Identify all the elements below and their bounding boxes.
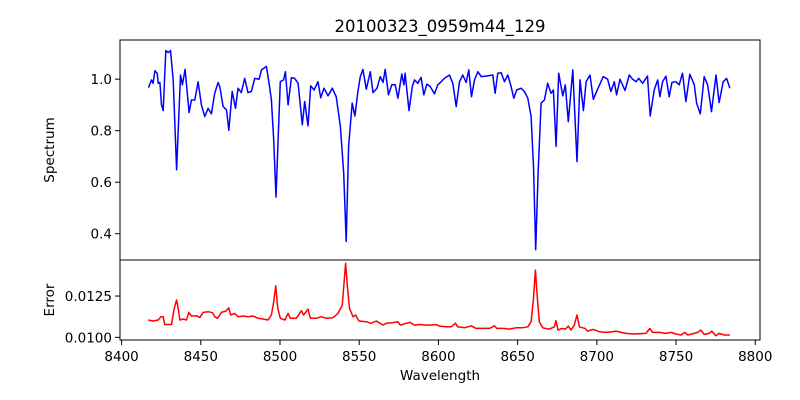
spectrum-line	[147, 49, 731, 251]
error-y-tick-label: 0.0100	[65, 330, 112, 346]
spectrum-y-tick-label: 0.8	[91, 124, 112, 140]
error-panel: 0.0100 0.0125 8400 8450 8500 8550 8600 8650 870…	[42, 259, 772, 384]
error-y-ticks: 0.0100 0.0125	[65, 289, 120, 346]
x-tick-label: 8450	[184, 349, 218, 365]
x-tick-label: 8700	[580, 349, 614, 365]
x-tick-label: 8800	[738, 349, 772, 365]
spectrum-y-tick-label: 0.4	[91, 227, 112, 243]
chart-title: 20100323_0959m44_129	[334, 17, 545, 37]
spectrum-y-tick-label: 0.6	[91, 175, 112, 191]
x-tick-label: 8400	[104, 349, 138, 365]
error-y-axis-label: Error	[42, 283, 58, 316]
x-tick-label: 8650	[500, 349, 534, 365]
error-line	[148, 262, 730, 337]
spectrum-y-ticks: 0.4 0.6 0.8 1.0	[91, 72, 120, 243]
x-tick-label: 8550	[342, 349, 376, 365]
spectrum-panel: 0.4 0.6 0.8 1.0 Spectrum	[42, 39, 761, 261]
x-tick-label: 8600	[421, 349, 455, 365]
error-axes-frame	[119, 259, 761, 341]
error-y-tick-label: 0.0125	[65, 289, 112, 305]
spectrum-y-tick-label: 1.0	[91, 72, 112, 88]
x-tick-label: 8750	[659, 349, 693, 365]
x-tick-label: 8500	[263, 349, 297, 365]
x-axis-label: Wavelength	[400, 368, 480, 384]
spectrum-y-axis-label: Spectrum	[42, 117, 58, 182]
x-ticks: 8400 8450 8500 8550 8600 8650 8700 8750 8800	[104, 340, 772, 365]
